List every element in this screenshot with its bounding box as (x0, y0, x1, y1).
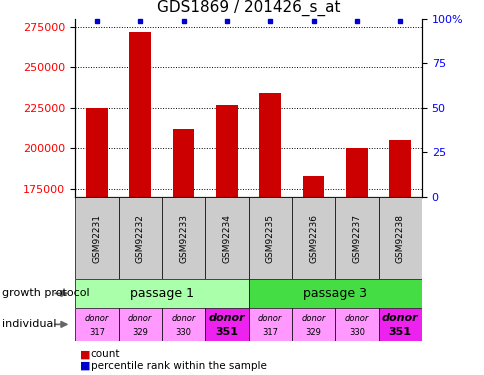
Text: 330: 330 (175, 328, 191, 337)
Text: GSM92238: GSM92238 (395, 214, 404, 262)
Text: donor: donor (257, 314, 282, 323)
Text: 330: 330 (348, 328, 364, 337)
Text: GSM92231: GSM92231 (92, 214, 101, 262)
Bar (248, 197, 291, 279)
Text: GSM92235: GSM92235 (265, 214, 274, 262)
Text: percentile rank within the sample: percentile rank within the sample (91, 361, 266, 370)
Bar (118, 197, 162, 279)
Bar (118, 308, 162, 341)
Text: GSM92232: GSM92232 (136, 214, 144, 262)
Text: GSM92236: GSM92236 (308, 214, 318, 262)
Bar (75, 279, 248, 308)
Text: passage 3: passage 3 (302, 287, 366, 300)
Text: individual: individual (2, 320, 57, 329)
Text: 317: 317 (262, 328, 278, 337)
Text: GSM92234: GSM92234 (222, 214, 231, 262)
Text: donor: donor (171, 314, 196, 323)
Text: 317: 317 (89, 328, 105, 337)
Bar (215, 105, 237, 197)
Text: 329: 329 (132, 328, 148, 337)
Bar (162, 308, 205, 341)
Bar (378, 308, 421, 341)
Bar (86, 108, 107, 197)
Text: donor: donor (85, 314, 109, 323)
Bar (334, 308, 378, 341)
Bar (302, 176, 324, 197)
Bar (248, 279, 421, 308)
Text: count: count (91, 350, 120, 359)
Text: 351: 351 (215, 327, 238, 337)
Bar (334, 197, 378, 279)
Bar (205, 197, 248, 279)
Bar (248, 308, 291, 341)
Text: ■: ■ (80, 350, 91, 359)
Text: passage 1: passage 1 (130, 287, 194, 300)
Bar (291, 308, 334, 341)
Bar (378, 197, 421, 279)
Text: 351: 351 (388, 327, 411, 337)
Title: GDS1869 / 201426_s_at: GDS1869 / 201426_s_at (156, 0, 340, 16)
Text: donor: donor (208, 313, 245, 323)
Text: 329: 329 (305, 328, 321, 337)
Text: ■: ■ (80, 361, 91, 370)
Bar (162, 197, 205, 279)
Text: donor: donor (128, 314, 152, 323)
Text: GSM92233: GSM92233 (179, 214, 188, 262)
Bar (75, 197, 118, 279)
Bar (205, 308, 248, 341)
Text: donor: donor (381, 313, 418, 323)
Bar (291, 197, 334, 279)
Bar (172, 129, 194, 197)
Bar (129, 32, 151, 197)
Text: donor: donor (301, 314, 325, 323)
Text: GSM92237: GSM92237 (352, 214, 361, 262)
Text: growth protocol: growth protocol (2, 288, 90, 298)
Text: donor: donor (344, 314, 368, 323)
Bar (389, 140, 410, 197)
Bar (75, 308, 118, 341)
Bar (346, 148, 367, 197)
Bar (259, 93, 281, 197)
